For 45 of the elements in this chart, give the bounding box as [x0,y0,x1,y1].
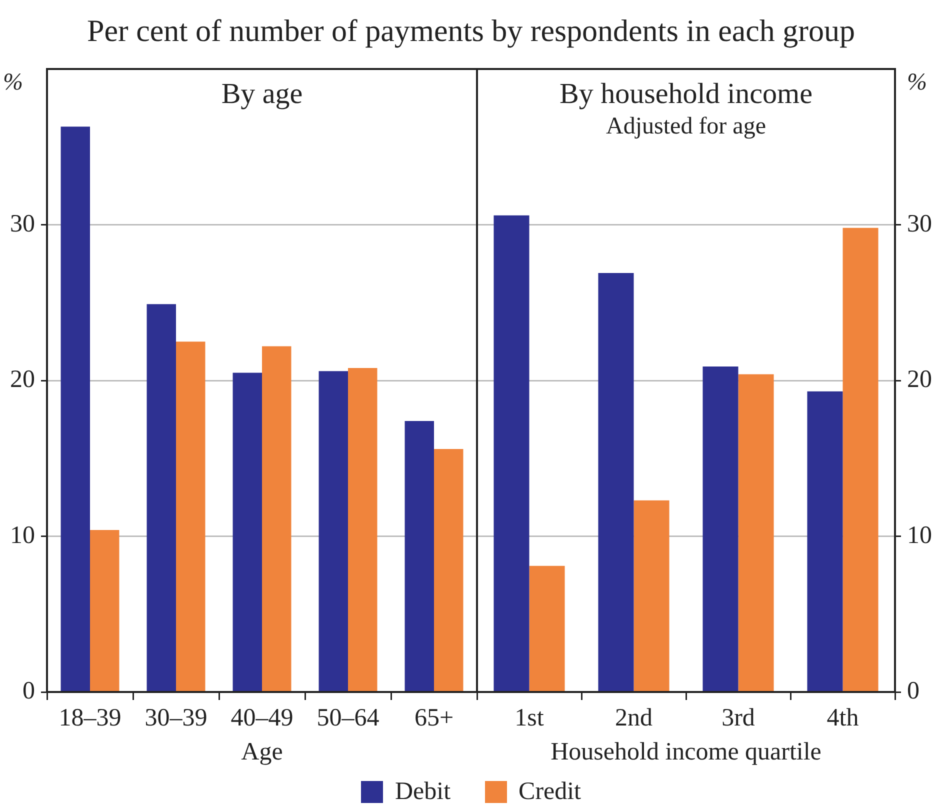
bar [348,368,378,692]
y2-tick-label: 10 [907,522,932,549]
legend-label: Debit [394,778,451,806]
chart-title: By age [221,78,303,110]
bar [634,500,670,692]
x-tick-label: 50–64 [316,704,380,732]
x-tick-label: 2nd [615,704,653,732]
bar [60,126,90,692]
y2-tick-label: 0 [907,678,920,705]
y-tick-label: 30 [10,210,35,238]
y2-tick-label: 20 [907,366,932,394]
bar [434,449,464,692]
bar [529,566,565,692]
bar [598,273,634,692]
text: Adjusted for age [606,113,766,140]
bar [146,304,176,692]
x-axis-title: Age [241,738,283,766]
y-tick-label: 0 [22,678,35,705]
x-tick-label: 65+ [414,704,454,732]
y-tick-label: 10 [10,522,35,549]
legend-label: Credit [518,778,582,806]
bar [494,215,530,692]
bar [232,372,262,692]
bar [176,342,206,692]
y-axis-title: % [3,69,23,96]
bar [90,530,120,692]
bar [807,391,843,692]
text: Per cent of number of payments by respondents in each group [86,12,856,48]
bar [738,374,774,692]
y2-axis-title: % [907,69,927,96]
bar [404,420,434,692]
chart-title: By household income [560,78,812,110]
x-tick-label: 40–49 [230,704,294,732]
x-tick-label: 4th [826,704,860,732]
bar [318,371,348,692]
bar [262,346,292,692]
y2-tick-label: 30 [907,210,932,238]
x-tick-label: 30–39 [144,704,208,732]
x-axis-title: Household income quartile [550,738,822,766]
y-tick-label: 20 [10,366,35,394]
x-tick-label: 18–39 [58,704,122,732]
bar [842,228,878,692]
x-tick-label: 3rd [722,704,756,732]
bar [702,366,738,692]
x-tick-label: 1st [514,704,544,732]
